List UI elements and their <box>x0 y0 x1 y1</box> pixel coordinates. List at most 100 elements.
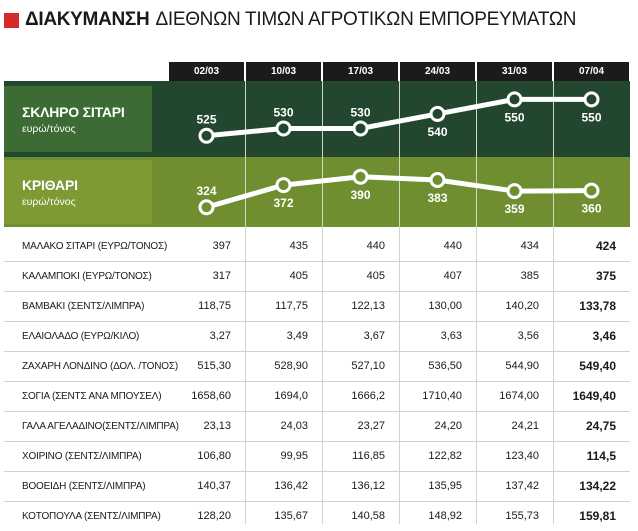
date-label: 24/03 <box>400 62 475 81</box>
table-row: ΓΑΛΑ ΑΓΕΛΑΔΙΝΟ(ΣΕΝΤΣ/ΛΙΜΠΡΑ) 23,13 24,03 23… <box>4 412 630 442</box>
table-cell: 3,67 <box>363 330 385 342</box>
commodity-name: ΚΟΤΟΠΟΥΛΑ (ΣΕΝΤΣ/ΛΙΜΠΡΑ) <box>22 511 161 522</box>
table-cell: 136,12 <box>351 480 385 492</box>
data-point <box>352 168 369 185</box>
date-label: 02/03 <box>169 62 244 81</box>
table-cell: 544,90 <box>505 360 539 372</box>
series-unit: ευρώ/τόνος <box>22 123 76 135</box>
table-cell: 148,92 <box>428 510 462 522</box>
data-label: 360 <box>581 202 601 216</box>
table-row: ΚΟΤΟΠΟΥΛΑ (ΣΕΝΤΣ/ΛΙΜΠΡΑ) 128,20 135,67 140,… <box>4 502 630 531</box>
title-bold: ΔΙΑΚΥΜΑΝΣΗ <box>25 9 150 30</box>
data-label: 540 <box>427 125 447 139</box>
data-point <box>506 183 523 200</box>
table-cell: 140,20 <box>505 300 539 312</box>
table-cell: 1666,2 <box>351 390 385 402</box>
commodity-name: ΕΛΑΙΟΛΑΔΟ (ΕΥΡΩ/ΚΙΛΟ) <box>22 331 140 342</box>
series-label-durum-wheat: ΣΚΛΗΡΟ ΣΙΤΑΡΙ ευρώ/τόνος <box>22 104 168 135</box>
date-label: 17/03 <box>323 62 398 81</box>
table-row: ΖΑΧΑΡΗ ΛΟΝΔΙΝΟ (ΔΟΛ. /ΤΟΝΟΣ) 515,30 528,90… <box>4 352 630 382</box>
table-cell: 137,42 <box>505 480 539 492</box>
data-point <box>352 120 369 137</box>
data-label: 525 <box>196 113 216 127</box>
data-label: 530 <box>273 105 293 119</box>
table-cell: 23,27 <box>357 420 385 432</box>
table-cell: 3,46 <box>592 329 616 343</box>
data-point <box>583 91 600 108</box>
table-row: ΜΑΛΑΚΟ ΣΙΤΑΡΙ (ΕΥΡΩ/ΤΟΝΟΣ) 397 435 440 440 43… <box>4 232 630 262</box>
table-cell: 1710,40 <box>422 390 462 402</box>
table-row: ΣΟΓΙΑ (ΣΕΝΤΣ ΑΝΑ ΜΠΟΥΣΕΛ) 1658,60 1694,0 16… <box>4 382 630 412</box>
table-cell: 159,81 <box>579 509 616 523</box>
table-cell: 405 <box>366 270 385 282</box>
table-cell: 317 <box>212 270 231 282</box>
table-cell: 140,37 <box>197 480 231 492</box>
table-cell: 536,50 <box>428 360 462 372</box>
table-cell: 435 <box>289 240 308 252</box>
table-cell: 24,20 <box>434 420 462 432</box>
table-cell: 405 <box>289 270 308 282</box>
table-cell: 549,40 <box>579 359 616 373</box>
series-unit: ευρώ/τόνος <box>22 196 76 208</box>
date-label: 31/03 <box>477 62 552 81</box>
commodity-name: ΖΑΧΑΡΗ ΛΟΝΔΙΝΟ (ΔΟΛ. /ΤΟΝΟΣ) <box>22 361 178 372</box>
table-cell: 1649,40 <box>572 389 616 403</box>
table-cell: 375 <box>595 269 616 283</box>
table-cell: 1674,00 <box>499 390 539 402</box>
table-cell: 440 <box>366 240 385 252</box>
data-label: 359 <box>504 202 524 216</box>
commodity-table: ΜΑΛΑΚΟ ΣΙΤΑΡΙ (ΕΥΡΩ/ΤΟΝΟΣ) 397 435 440 440 43… <box>4 232 630 531</box>
table-row: ΒΟΟΕΙΔΗ (ΣΕΝΤΣ/ΛΙΜΠΡΑ) 140,37 136,42 136,12… <box>4 472 630 502</box>
table-cell: 23,13 <box>203 420 231 432</box>
table-cell: 135,95 <box>428 480 462 492</box>
table-cell: 397 <box>212 240 231 252</box>
table-cell: 122,13 <box>351 300 385 312</box>
table-cell: 527,10 <box>351 360 385 372</box>
data-label: 324 <box>196 184 216 198</box>
date-label: 07/04 <box>554 62 629 81</box>
table-cell: 114,5 <box>586 449 616 463</box>
table-cell: 134,22 <box>579 479 616 493</box>
label-box-durum-wheat <box>4 86 152 152</box>
data-label: 383 <box>427 191 447 205</box>
data-point <box>429 172 446 188</box>
series-name: ΣΚΛΗΡΟ ΣΙΤΑΡΙ <box>22 104 125 120</box>
table-cell: 440 <box>443 240 462 252</box>
commodity-name: ΒΑΜΒΑΚΙ (ΣΕΝΤΣ/ΛΙΜΠΡΑ) <box>22 301 145 312</box>
table-cell: 155,73 <box>505 510 539 522</box>
column-divider <box>399 81 400 524</box>
column-divider <box>322 81 323 524</box>
table-cell: 128,20 <box>197 510 231 522</box>
table-cell: 434 <box>520 240 539 252</box>
table-cell: 130,00 <box>428 300 462 312</box>
table-cell: 3,63 <box>440 330 462 342</box>
table-cell: 136,42 <box>274 480 308 492</box>
date-label: 10/03 <box>246 62 321 81</box>
data-label: 390 <box>350 188 370 202</box>
table-cell: 1658,60 <box>191 390 231 402</box>
table-cell: 106,80 <box>197 450 231 462</box>
commodity-name: ΒΟΟΕΙΔΗ (ΣΕΝΤΣ/ΛΙΜΠΡΑ) <box>22 481 146 492</box>
series-name: ΚΡΙΘΑΡΙ <box>22 177 78 193</box>
series-label-barley: ΚΡΙΘΑΡΙ ευρώ/τόνος <box>22 177 168 208</box>
table-cell: 407 <box>443 270 462 282</box>
commodity-name: ΧΟΙΡΙΝΟ (ΣΕΝΤΣ/ΛΙΜΠΡΑ) <box>22 451 142 462</box>
series-line <box>205 174 592 210</box>
table-cell: 515,30 <box>197 360 231 372</box>
column-divider <box>245 81 246 524</box>
commodity-name: ΓΑΛΑ ΑΓΕΛΑΔΙΝΟ(ΣΕΝΤΣ/ΛΙΜΠΡΑ) <box>22 421 179 432</box>
table-cell: 24,75 <box>585 419 616 433</box>
table-cell: 385 <box>520 270 539 282</box>
data-point <box>275 120 292 137</box>
data-point <box>583 182 600 199</box>
data-label: 372 <box>273 196 293 210</box>
table-cell: 135,67 <box>274 510 308 522</box>
label-box-barley <box>4 160 152 224</box>
date-header: 02/03 10/03 17/03 24/03 31/03 07/04 <box>168 62 630 81</box>
table-cell: 122,82 <box>428 450 462 462</box>
table-cell: 424 <box>595 239 616 253</box>
table-cell: 99,95 <box>280 450 308 462</box>
chart-title: ΔΙΑΚΥΜΑΝΣΗ ΔΙΕΘΝΩΝ ΤΙΜΩΝ ΑΓΡΟΤΙΚΩΝ ΕΜΠΟΡ… <box>4 7 576 33</box>
table-cell: 528,90 <box>274 360 308 372</box>
